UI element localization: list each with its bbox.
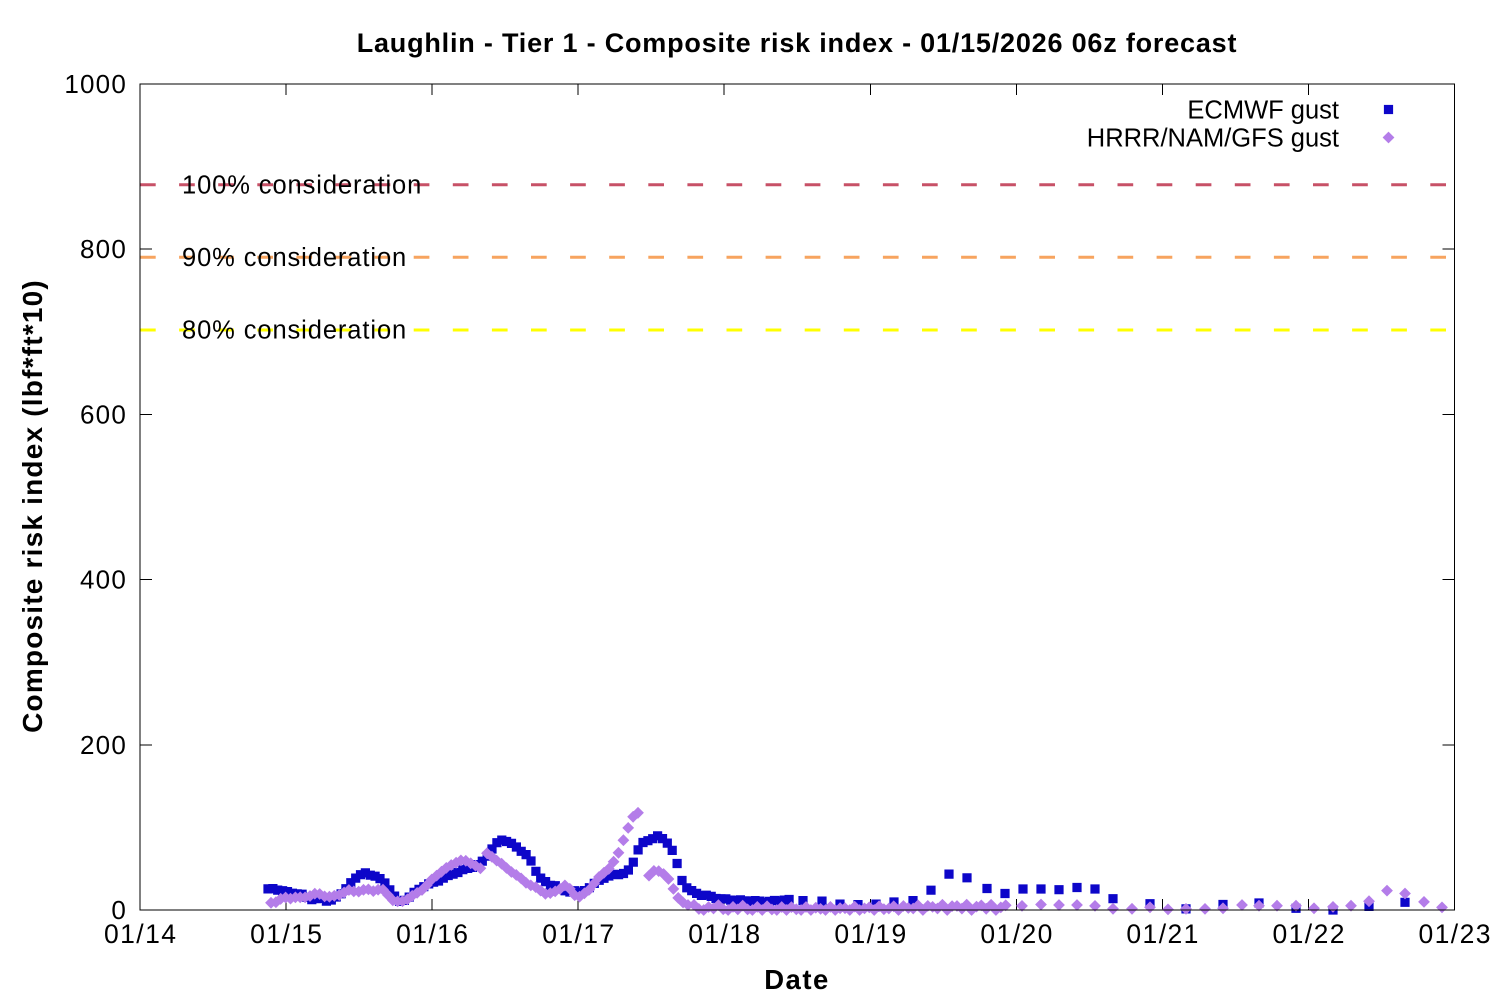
svg-text:ECMWF gust: ECMWF gust — [1187, 97, 1339, 125]
svg-text:Composite risk index (lbf*ft*1: Composite risk index (lbf*ft*10) — [17, 279, 48, 733]
svg-text:01/20: 01/20 — [980, 919, 1053, 949]
svg-text:800: 800 — [80, 234, 127, 264]
svg-text:01/23: 01/23 — [1419, 919, 1492, 949]
svg-text:600: 600 — [80, 399, 127, 429]
svg-text:01/16: 01/16 — [396, 919, 469, 949]
svg-text:01/15: 01/15 — [250, 919, 323, 949]
svg-text:Date: Date — [764, 964, 830, 995]
svg-text:01/18: 01/18 — [688, 919, 761, 949]
svg-text:01/14: 01/14 — [104, 919, 177, 949]
svg-text:01/19: 01/19 — [834, 919, 907, 949]
svg-text:01/21: 01/21 — [1126, 919, 1199, 949]
svg-text:100% consideration: 100% consideration — [182, 172, 422, 200]
svg-text:90% consideration: 90% consideration — [182, 244, 407, 272]
svg-text:Laughlin - Tier 1 - Composite: Laughlin - Tier 1 - Composite risk index… — [357, 28, 1238, 58]
svg-text:400: 400 — [80, 565, 127, 595]
svg-text:80% consideration: 80% consideration — [182, 317, 407, 345]
svg-text:200: 200 — [80, 730, 127, 760]
svg-text:01/17: 01/17 — [542, 919, 615, 949]
svg-text:0: 0 — [111, 895, 127, 925]
svg-text:1000: 1000 — [64, 69, 127, 99]
svg-text:01/22: 01/22 — [1273, 919, 1346, 949]
svg-text:HRRR/NAM/GFS gust: HRRR/NAM/GFS gust — [1087, 125, 1339, 153]
